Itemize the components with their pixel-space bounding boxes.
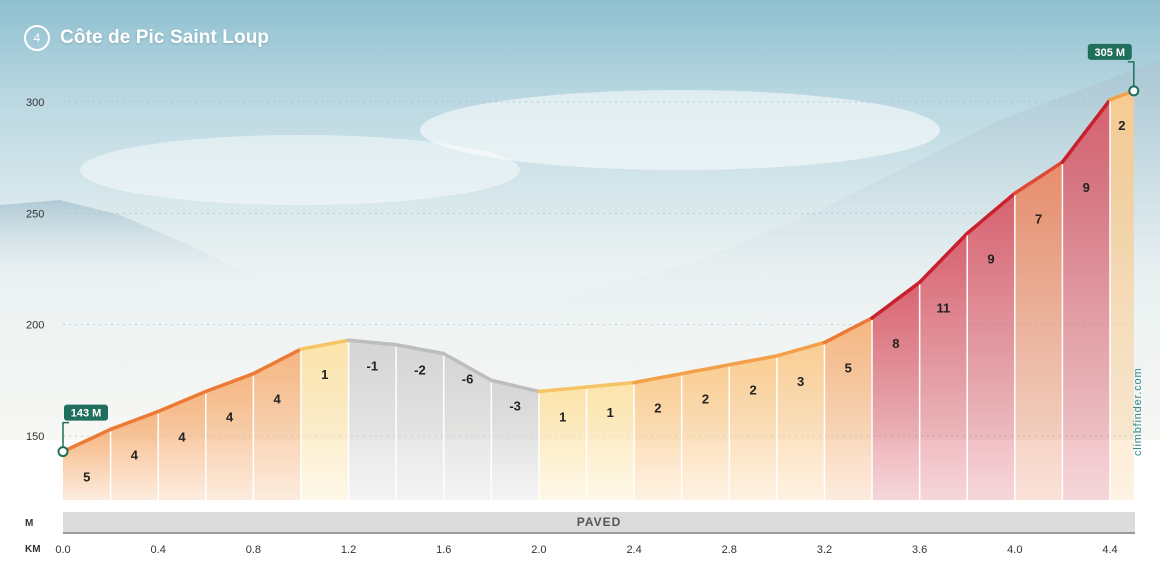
profile-line-12 — [584, 380, 636, 389]
grade-label-23: 2 — [1118, 118, 1125, 133]
climb-number-badge: 4 — [24, 25, 50, 51]
segment-area-6 — [300, 340, 349, 500]
profile-line-22 — [1060, 98, 1112, 164]
grade-label-21: 7 — [1035, 211, 1042, 226]
grade-label-6: 1 — [321, 367, 328, 382]
segment-area-16 — [776, 342, 825, 500]
grade-label-17: 5 — [845, 360, 852, 375]
profile-line-17 — [822, 316, 874, 345]
segment-area-12 — [586, 382, 635, 500]
x-tick-1.6: 1.6 — [436, 544, 451, 556]
profile-line-7 — [346, 338, 398, 347]
x-tick-4.0: 4.0 — [1007, 544, 1022, 556]
profile-line-16 — [775, 340, 827, 358]
grade-label-7: -1 — [367, 358, 379, 373]
profile-line-18 — [870, 280, 922, 320]
x-tick-4.4: 4.4 — [1102, 544, 1117, 556]
profile-line-13 — [632, 371, 684, 385]
surface-bar: PAVED — [63, 512, 1135, 534]
segment-area-23 — [1110, 90, 1134, 501]
marker-label-2: 305 M — [1095, 47, 1126, 59]
segment-area-15 — [729, 355, 777, 500]
marker-badge-1 — [64, 404, 108, 421]
segment-area-4 — [205, 373, 254, 500]
x-tick-2.0: 2.0 — [531, 544, 546, 556]
profile-line-1 — [61, 427, 113, 454]
marker-dot-2 — [1128, 85, 1140, 97]
y-tick-300: 300 — [26, 97, 44, 109]
profile-line-19 — [917, 231, 969, 285]
segment-area-11 — [538, 387, 587, 500]
profile-line-5 — [251, 347, 303, 376]
grade-label-3: 4 — [178, 430, 186, 445]
x-tick-1.2: 1.2 — [341, 544, 356, 556]
segment-area-13 — [634, 373, 682, 500]
marker-dot-1 — [57, 446, 69, 458]
profile-line-6 — [299, 338, 351, 351]
y-tick-150: 150 — [26, 431, 44, 443]
profile-line-14 — [679, 362, 732, 376]
segment-area-18 — [872, 282, 920, 500]
marker-badge-2 — [1087, 43, 1132, 60]
x-tick-0.8: 0.8 — [246, 544, 261, 556]
profile-line-21 — [1013, 160, 1065, 196]
grade-label-18: 8 — [892, 336, 899, 351]
elevation-unit-label: M — [25, 518, 34, 529]
profile-line-11 — [537, 385, 589, 394]
x-tick-3.2: 3.2 — [817, 544, 832, 556]
segment-area-5 — [253, 349, 301, 500]
profile-line-9 — [441, 351, 494, 383]
segment-area-20 — [967, 193, 1015, 501]
segment-area-21 — [1014, 162, 1063, 500]
x-tick-2.8: 2.8 — [722, 544, 737, 556]
segment-area-14 — [681, 364, 730, 500]
grade-label-16: 3 — [797, 374, 804, 389]
grade-label-11: 1 — [559, 409, 566, 424]
grade-label-20: 9 — [987, 251, 994, 266]
profile-line-3 — [156, 389, 208, 414]
segment-area-7 — [348, 340, 397, 500]
grade-label-14: 2 — [702, 392, 709, 407]
segment-area-22 — [1062, 99, 1110, 501]
x-tick-0.4: 0.4 — [151, 544, 166, 556]
profile-line-10 — [489, 378, 541, 394]
chart-header: 4 Côte de Pic Saint Loup — [24, 25, 269, 51]
y-tick-200: 200 — [26, 320, 44, 332]
grade-label-8: -2 — [414, 363, 426, 378]
marker-leader-2 — [1127, 61, 1135, 87]
marker-leader-1 — [62, 421, 69, 448]
x-tick-2.4: 2.4 — [626, 544, 641, 556]
grade-label-22: 9 — [1083, 180, 1090, 195]
profile-line-4 — [204, 371, 256, 394]
x-tick-3.6: 3.6 — [912, 544, 927, 556]
segment-area-8 — [396, 344, 444, 500]
grade-label-9: -6 — [462, 372, 474, 387]
grade-label-5: 4 — [274, 392, 282, 407]
grade-label-10: -3 — [509, 398, 521, 413]
grade-label-4: 4 — [226, 409, 234, 424]
grade-label-13: 2 — [654, 401, 661, 416]
profile-line-2 — [108, 409, 160, 432]
distance-unit-label: KM — [25, 544, 41, 555]
segment-area-19 — [919, 233, 968, 500]
marker-label-1: 143 M — [71, 408, 102, 420]
profile-line-15 — [727, 354, 779, 367]
grade-label-12: 1 — [607, 405, 614, 420]
watermark: climbfinder.com — [1132, 367, 1144, 456]
y-tick-250: 250 — [26, 208, 44, 220]
segment-area-2 — [110, 411, 159, 500]
chart-title: Côte de Pic Saint Loup — [60, 27, 270, 48]
segment-area-3 — [158, 391, 206, 500]
segment-area-9 — [443, 353, 492, 500]
grade-label-2: 4 — [131, 447, 139, 462]
segment-area-17 — [824, 318, 873, 500]
segment-area-10 — [491, 380, 539, 500]
profile-line-8 — [394, 342, 446, 356]
grade-label-15: 2 — [749, 383, 756, 398]
grade-label-1: 5 — [83, 470, 90, 485]
grade-label-19: 11 — [937, 300, 951, 315]
x-tick-0.0: 0.0 — [55, 544, 70, 556]
profile-line-20 — [965, 191, 1017, 236]
